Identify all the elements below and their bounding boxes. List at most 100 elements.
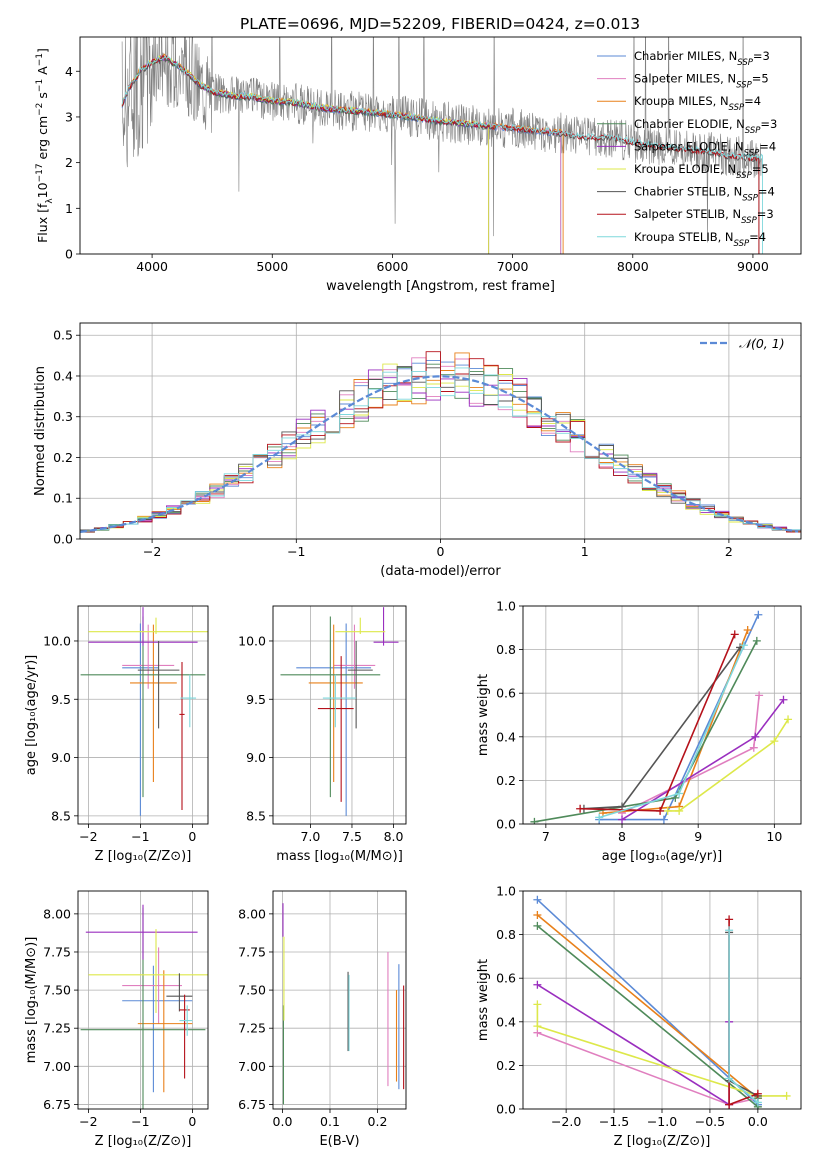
x-tick-label: 0 — [437, 544, 445, 559]
model-spectrum-chabrier_elodie — [133, 56, 490, 254]
legend-text: Chabrier ELODIE, N — [634, 117, 745, 131]
weight-line-kroupa_elodie — [536, 1004, 787, 1097]
y-tick-label: 0 — [65, 247, 73, 262]
y-label-part: A — [35, 66, 50, 79]
x-tick-label: 10 — [766, 829, 782, 844]
weight-marker-chabrier_miles — [533, 895, 542, 904]
axes-frame-group: 4000 5000 6000 7000 8000 9000 0 1 2 3 4 wavelength … — [35, 36, 802, 294]
legend-label-salpeter_elodie: Salpeter ELODIE, NSSP=4 — [634, 139, 776, 158]
y-label-part: erg cm — [35, 116, 50, 164]
errorbar-chabrier_stelib — [166, 973, 193, 1012]
y-label-part: s — [35, 92, 50, 103]
y-tick-label: 1.0 — [496, 599, 516, 614]
weight-marker-salpeter_stelib — [725, 1100, 734, 1109]
weight-marker-kroupa_stelib — [595, 813, 604, 822]
figure-title: PLATE=0696, MJD=52209, FIBERID=0424, z=0… — [240, 15, 640, 33]
errorbar-chabrier_stelib — [347, 640, 373, 729]
x-axis-label: age [log₁₀(age/yr)] — [602, 849, 723, 864]
y-tick-label: 0.4 — [496, 729, 516, 744]
legend-suffix: =3 — [760, 117, 777, 131]
legend-text: Salpeter STELIB, N — [634, 207, 741, 221]
legend-suffix: =3 — [753, 49, 770, 63]
weight-marker-kroupa_elodie — [533, 1022, 542, 1031]
legend-sub: SSP — [744, 148, 760, 158]
y-tick-label: 1.0 — [496, 884, 516, 899]
plot-area — [533, 895, 791, 1109]
y-tick-label: 0.3 — [53, 409, 73, 424]
errorbar-salpeter_miles — [333, 624, 376, 689]
y-tick-label: 0.0 — [496, 817, 516, 832]
plot-area — [280, 607, 399, 816]
legend-text: Chabrier MILES, N — [634, 49, 737, 63]
errorbar-salpeter_elodie — [85, 904, 198, 960]
x-tick-label: 8 — [618, 829, 626, 844]
errorbar-chabrier_miles — [122, 623, 159, 816]
plot-area — [530, 610, 793, 824]
plot-area — [80, 351, 801, 533]
legend-sub: SSP — [734, 239, 750, 249]
x-tick-label: −2 — [79, 1114, 97, 1129]
x-tick-label: 8.0 — [384, 829, 404, 844]
plot-area — [282, 903, 405, 1105]
y-tick-label: 10.0 — [43, 633, 71, 648]
y-tick-label: 7.50 — [43, 983, 71, 998]
legend-suffix: =4 — [744, 94, 761, 108]
x-tick-label: 0.2 — [368, 1114, 388, 1129]
x-tick-label: 2 — [725, 544, 733, 559]
x-tick-label: 0.0 — [748, 1114, 768, 1129]
x-tick-label: −1.5 — [599, 1114, 629, 1129]
errorbar-chabrier_stelib — [137, 640, 180, 729]
legend-label-salpeter_stelib: Salpeter STELIB, NSSP=3 — [634, 207, 774, 226]
x-tick-label: 7 — [542, 829, 550, 844]
y-tick-label: 0.0 — [496, 1102, 516, 1117]
x-tick-label: 9000 — [737, 259, 769, 274]
axes-frame — [272, 605, 407, 825]
y-tick-label: 7.50 — [238, 983, 266, 998]
weight-marker-kroupa_elodie — [782, 1091, 791, 1100]
errorbar-kroupa_miles — [130, 624, 177, 783]
y-tick-label: 8.5 — [246, 808, 266, 823]
y-label-part: −1 — [35, 79, 45, 92]
y-tick-label: 0.8 — [496, 927, 516, 942]
weight-marker-salpeter_stelib — [753, 1089, 762, 1098]
y-tick-label: 6.75 — [238, 1097, 266, 1112]
weight-marker-salpeter_stelib — [656, 806, 665, 815]
weight-marker-salpeter_stelib — [730, 630, 739, 639]
y-axis-label: mass weight — [476, 674, 491, 756]
weight-line-chabrier_miles — [536, 899, 759, 1106]
errorbar-kroupa_elodie — [88, 617, 208, 634]
axes-frame-group: 0.0 0.1 0.2 6.75 7.00 7.25 7.50 7.75 8.00 E(B-V) — [238, 890, 407, 1149]
y-axis-label: Flux [fλ10−17 erg cm−2 s−1 A−1] — [35, 48, 55, 243]
axes-frame-group: −2.0 −1.5 −1.0 −0.5 0.0 0.0 0.2 0.4 0.6 0.8 1.0 Z [… — [476, 884, 802, 1149]
plot-area — [80, 607, 208, 816]
weight-marker-kroupa_stelib — [725, 926, 734, 935]
y-tick-label: 7.75 — [238, 944, 266, 959]
y-label-part: λ — [45, 198, 55, 204]
errorbar-salpeter_miles — [122, 947, 182, 1024]
legend-text: Salpeter ELODIE, N — [634, 139, 744, 153]
axes-frame — [522, 605, 802, 825]
model-spectrum-kroupa_stelib — [121, 55, 763, 254]
weight-line-kroupa_miles — [536, 914, 759, 1099]
legend-sub: SSP — [729, 103, 745, 113]
weight-marker-salpeter_stelib — [725, 915, 734, 924]
weight-marker-kroupa_stelib — [753, 1098, 762, 1107]
plot-area — [121, 37, 763, 254]
weight-marker-kroupa_elodie — [533, 1000, 542, 1009]
weight-marker-kroupa_stelib — [725, 1074, 734, 1083]
weight-marker-salpeter_elodie — [618, 815, 627, 824]
y-tick-label: 7.75 — [43, 944, 71, 959]
x-tick-label: −1 — [131, 829, 149, 844]
axes-frame — [79, 36, 802, 255]
y-tick-label: 0.4 — [496, 1014, 516, 1029]
model-spectrum-kroupa_elodie — [133, 55, 490, 254]
legend-sub: SSP — [742, 194, 758, 204]
x-tick-label: 7.0 — [300, 829, 320, 844]
panel-spectrum: 4000 5000 6000 7000 8000 9000 0 1 2 3 4 wavelength … — [35, 36, 802, 294]
y-tick-label: 0.2 — [53, 450, 73, 465]
x-axis-label: Z [log₁₀(Z/Z⊙)] — [614, 1134, 711, 1149]
y-tick-label: 4 — [65, 64, 73, 79]
weight-marker-chabrier_elodie — [752, 636, 761, 645]
errorbar-chabrier_elodie — [80, 616, 206, 798]
x-axis-label: Z [log₁₀(Z/Z⊙)] — [95, 1134, 192, 1149]
